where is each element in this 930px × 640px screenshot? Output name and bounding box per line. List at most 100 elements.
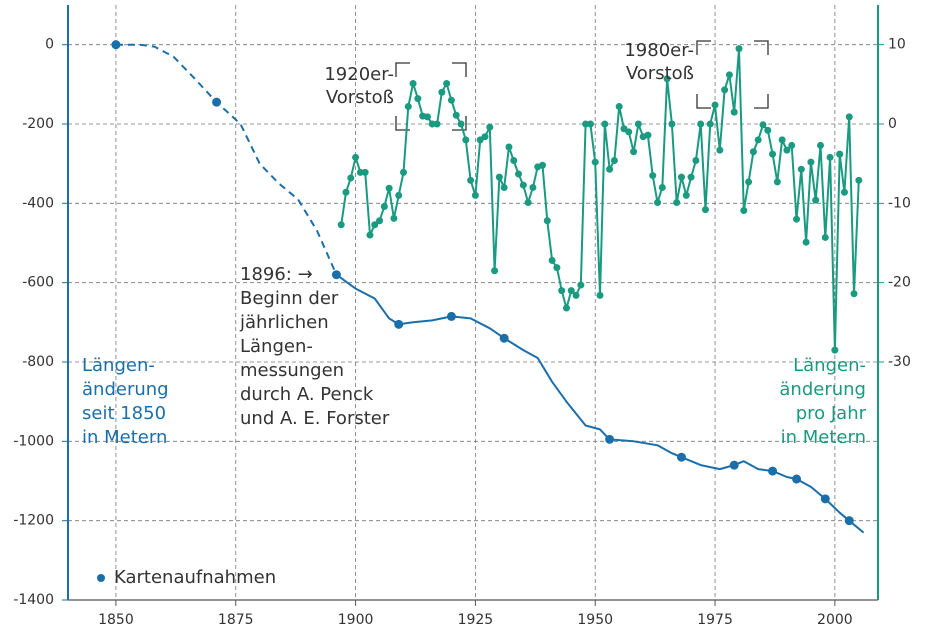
point (582, 120, 590, 128)
point (495, 173, 503, 181)
point (433, 120, 441, 128)
point (649, 172, 657, 180)
y-tick-label: 0 (45, 37, 54, 53)
point (586, 120, 594, 128)
point (562, 304, 570, 312)
point (414, 95, 422, 103)
x-tick-label: 1900 (338, 612, 374, 628)
point (716, 146, 724, 154)
point (797, 165, 805, 173)
point (673, 199, 681, 207)
x-tick-label: 1875 (218, 612, 254, 628)
x-tick-label: 1850 (98, 612, 134, 628)
point (764, 126, 772, 134)
x-tick-label: 2000 (817, 612, 853, 628)
point (452, 111, 460, 119)
point (634, 120, 642, 128)
point (711, 101, 719, 109)
bracket-1920 (395, 62, 467, 131)
point (850, 290, 858, 298)
annotation: Vorstoß (626, 63, 694, 84)
point (380, 203, 388, 211)
point (385, 184, 393, 192)
y-tick-label: -1400 (13, 592, 54, 608)
point (438, 88, 446, 96)
point (759, 121, 767, 129)
point (543, 217, 551, 225)
point (515, 170, 523, 178)
point (548, 256, 556, 264)
point (457, 120, 465, 128)
point (524, 199, 532, 207)
point (390, 214, 398, 222)
point (366, 231, 374, 239)
point (692, 156, 700, 164)
point (423, 113, 431, 121)
point (111, 40, 121, 50)
point (467, 176, 475, 184)
point (778, 136, 786, 144)
point (807, 158, 815, 166)
point (428, 120, 436, 128)
point (697, 120, 705, 128)
series-line (335, 273, 865, 534)
point (615, 103, 623, 111)
x-tick-label: 1950 (577, 612, 613, 628)
point (409, 80, 417, 88)
y-tick-label: -800 (22, 354, 54, 370)
point (404, 103, 412, 111)
point (855, 176, 863, 184)
point (331, 270, 341, 280)
point (735, 45, 743, 53)
point (836, 150, 844, 158)
point (538, 161, 546, 169)
point (606, 165, 614, 173)
point (840, 188, 848, 196)
point (500, 183, 508, 191)
point (400, 168, 408, 176)
y2-tick-label: -10 (888, 195, 911, 211)
y-axis-label: seit 1850 (82, 403, 166, 424)
point (820, 494, 830, 504)
point (376, 217, 384, 225)
y-tick-label: -400 (22, 195, 54, 211)
point (783, 146, 791, 154)
point (754, 136, 762, 144)
point (471, 191, 479, 199)
y2-axis-label: in Metern (781, 427, 866, 448)
point (337, 221, 345, 229)
annotation: Längen- (240, 336, 313, 357)
y2-axis-label: änderung (779, 379, 866, 400)
y-axis-label: in Metern (82, 427, 167, 448)
x-tick-label: 1925 (458, 612, 494, 628)
point (395, 191, 403, 199)
point (768, 466, 778, 476)
point (658, 183, 666, 191)
series-line (340, 47, 860, 352)
point (553, 264, 561, 272)
point (481, 133, 489, 141)
point (844, 516, 854, 526)
y-tick-label: -1200 (13, 513, 54, 529)
point (663, 75, 671, 83)
point (591, 158, 599, 166)
y2-tick-label: 10 (888, 37, 906, 53)
point (361, 168, 369, 176)
point (701, 206, 709, 214)
y2-axis-label: Längen- (793, 355, 866, 376)
point (725, 71, 733, 79)
point (668, 120, 676, 128)
y2-tick-label: -20 (888, 275, 911, 291)
point (443, 80, 451, 88)
point (486, 123, 494, 131)
annotation: 1896: → (240, 264, 313, 285)
point (845, 113, 853, 121)
point (682, 191, 690, 199)
point (462, 136, 470, 144)
point (352, 153, 360, 161)
point (499, 333, 509, 343)
point (601, 120, 609, 128)
point (644, 131, 652, 139)
point (802, 238, 810, 246)
